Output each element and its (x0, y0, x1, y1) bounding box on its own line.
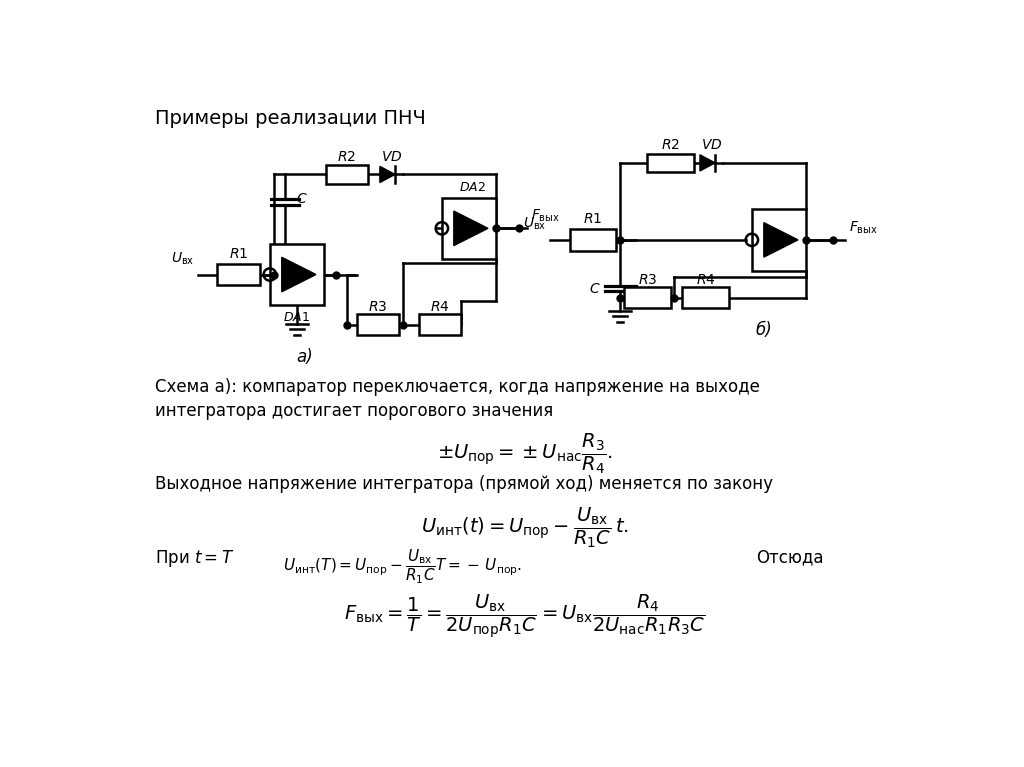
Text: Отсюда: Отсюда (756, 548, 823, 566)
Text: $DA1$: $DA1$ (284, 311, 310, 324)
Text: $U_{\text{вх}}$: $U_{\text{вх}}$ (523, 216, 547, 232)
Polygon shape (700, 155, 715, 171)
Text: $C$: $C$ (589, 282, 601, 296)
Text: $C$: $C$ (296, 193, 308, 206)
Polygon shape (380, 166, 395, 183)
Polygon shape (764, 222, 798, 257)
Text: $U_{\text{инт}}(t) = U_{\text{пор}} - \dfrac{U_{\text{вх}}}{R_1 C}\, t.$: $U_{\text{инт}}(t) = U_{\text{пор}} - \d… (421, 505, 629, 550)
Text: $U_{\text{вх}}$: $U_{\text{вх}}$ (171, 251, 194, 267)
Bar (569, 229, 616, 251)
Bar (270, 244, 324, 305)
Polygon shape (454, 211, 488, 245)
Text: $R1$: $R1$ (228, 247, 248, 261)
Text: $VD$: $VD$ (381, 150, 402, 163)
Bar (647, 153, 693, 172)
Text: $R1$: $R1$ (584, 212, 603, 226)
Bar (217, 264, 260, 285)
Text: $R3$: $R3$ (369, 300, 388, 314)
Text: $F_{\text{вых}}$: $F_{\text{вых}}$ (849, 219, 878, 236)
Text: $R2$: $R2$ (338, 150, 356, 163)
Bar (419, 314, 461, 335)
Text: $R4$: $R4$ (695, 273, 715, 287)
Bar (356, 314, 399, 335)
Text: Примеры реализации ПНЧ: Примеры реализации ПНЧ (155, 109, 426, 128)
Text: $DA2$: $DA2$ (460, 181, 486, 194)
Bar (752, 209, 806, 271)
Bar (442, 198, 496, 259)
Text: $R2$: $R2$ (662, 138, 680, 152)
Text: $U_{\text{инт}}(T) = U_{\text{пор}} - \dfrac{U_{\text{вх}}}{R_1 C} T = -\, U_{\t: $U_{\text{инт}}(T) = U_{\text{пор}} - \d… (283, 548, 522, 586)
Text: При $t = T$: При $t = T$ (155, 548, 234, 569)
Text: $F_{\text{вых}} = \dfrac{1}{T} = \dfrac{U_{\text{вх}}}{2U_{\text{пор}} R_1 C} = : $F_{\text{вых}} = \dfrac{1}{T} = \dfrac{… (344, 593, 706, 640)
Bar (326, 165, 369, 183)
Text: интегратора достигает порогового значения: интегратора достигает порогового значени… (155, 402, 553, 420)
Text: Схема а): компаратор переключается, когда напряжение на выходе: Схема а): компаратор переключается, когд… (155, 378, 760, 397)
Polygon shape (282, 257, 316, 291)
Text: Выходное напряжение интегратора (прямой ход) меняется по закону: Выходное напряжение интегратора (прямой … (155, 475, 773, 492)
Bar (682, 287, 729, 308)
Text: $VD$: $VD$ (700, 138, 722, 152)
Bar (624, 287, 671, 308)
Text: $R3$: $R3$ (638, 273, 657, 287)
Text: $R4$: $R4$ (430, 300, 450, 314)
Text: а): а) (296, 347, 313, 366)
Text: $\pm U_{\text{пор}} = \pm U_{\text{нас}} \dfrac{R_3}{R_4}.$: $\pm U_{\text{пор}} = \pm U_{\text{нас}}… (437, 431, 612, 476)
Text: $F_{\text{вых}}$: $F_{\text{вых}}$ (531, 208, 560, 225)
Text: б): б) (755, 321, 772, 339)
